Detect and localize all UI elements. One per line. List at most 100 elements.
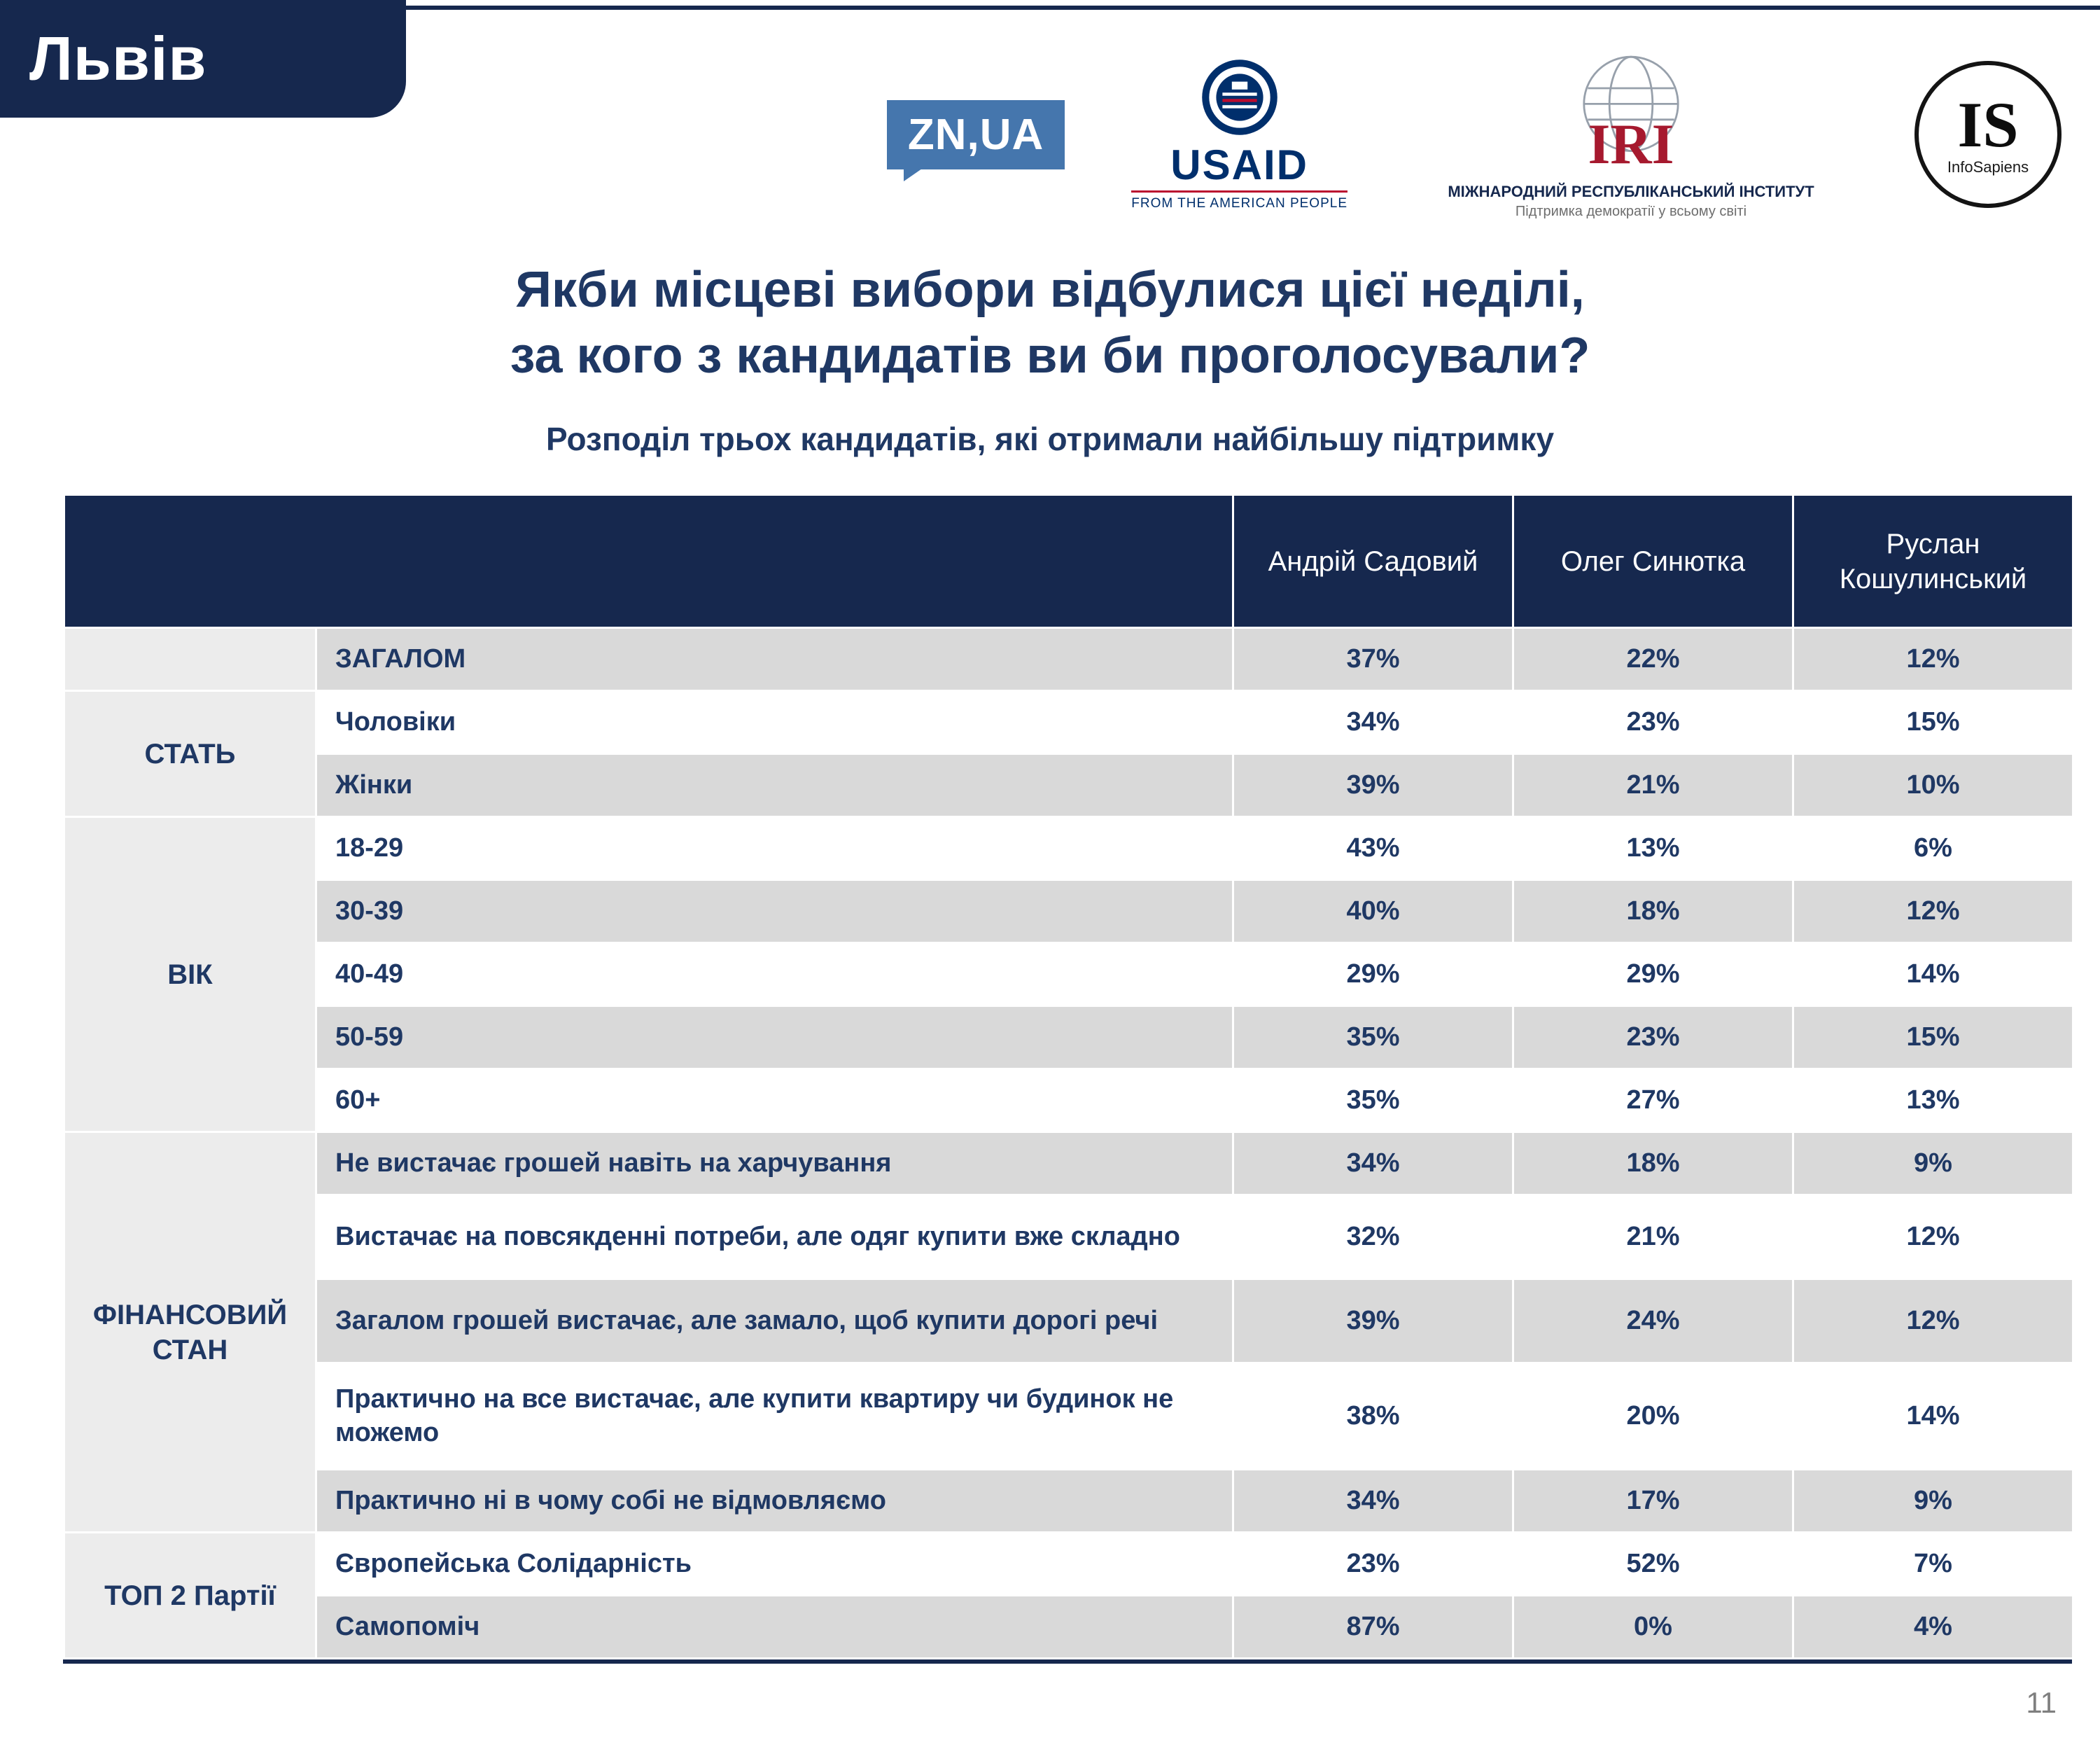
row-label: Не вистачає грошей навіть на харчування [315, 1131, 1234, 1196]
table-row: ФІНАНСОВИЙ СТАН Не вистачає грошей навіт… [63, 1131, 2074, 1533]
cell-value: 18% [1512, 879, 1794, 944]
category-cell-age: ВІК [63, 816, 317, 1133]
table-row: СТАТЬ Чоловіки 34% 23% 15% [63, 690, 2074, 818]
cell-value: 23% [1232, 1531, 1514, 1596]
cell-value: 40% [1232, 879, 1514, 944]
top-divider-line [0, 6, 2100, 10]
row-label: 60+ [315, 1068, 1234, 1133]
cell-value: 21% [1512, 753, 1794, 818]
usaid-tagline: FROM THE AMERICAN PEOPLE [1131, 190, 1348, 211]
slide-title-line2: за кого з кандидатів ви би проголосували… [510, 327, 1590, 384]
cell-value: 29% [1512, 942, 1794, 1007]
iri-logo-text: IRI [1588, 112, 1674, 176]
cell-value: 0% [1512, 1594, 1794, 1659]
table-row: ЗАГАЛОМ 37% 22% 12% [63, 627, 2074, 692]
row-label: 40-49 [315, 942, 1234, 1007]
row-label: Чоловіки [315, 690, 1234, 755]
row-label: 50-59 [315, 1005, 1234, 1070]
table-row: Загалом грошей вистачає, але замало, щоб… [64, 1278, 2074, 1364]
cell-value: 9% [1792, 1468, 2074, 1533]
usaid-logo-text: USAID [1170, 141, 1308, 188]
table-row: Вистачає на повсякденні потреби, але одя… [64, 1194, 2074, 1280]
cell-value: 39% [1232, 753, 1514, 818]
cell-value: 23% [1512, 690, 1794, 755]
cell-value: 87% [1232, 1594, 1514, 1659]
cell-value: 14% [1792, 942, 2074, 1007]
table-row: 40-49 29% 29% 14% [64, 942, 2074, 1007]
results-table: Андрій Садовий Олег Синютка Руслан Кошул… [63, 494, 2074, 1659]
region-label: Львів [29, 24, 207, 93]
table-row: 60+ 35% 27% 13% [64, 1068, 2074, 1133]
cell-value: 43% [1232, 816, 1514, 881]
globe-icon [1572, 49, 1690, 170]
iri-logo: IRI МІЖНАРОДНИЙ РЕСПУБЛІКАНСЬКИЙ ІНСТИТУ… [1414, 49, 1848, 220]
cell-value: 34% [1232, 1468, 1514, 1533]
table-row: Практично ні в чому собі не відмовляємо … [64, 1468, 2074, 1533]
table-corner-cell [63, 494, 1234, 629]
category-cell-empty [63, 627, 317, 692]
row-label: Загалом грошей вистачає, але замало, щоб… [315, 1278, 1234, 1364]
row-label: 30-39 [315, 879, 1234, 944]
cell-value: 12% [1792, 1278, 2074, 1364]
table-row: 30-39 40% 18% 12% [64, 879, 2074, 944]
iri-name-line: МІЖНАРОДНИЙ РЕСПУБЛІКАНСЬКИЙ ІНСТИТУТ [1448, 183, 1814, 200]
column-header-koshulynskyi: Руслан Кошулинський [1792, 494, 2074, 629]
cell-value: 38% [1232, 1362, 1514, 1470]
row-label: 18-29 [315, 816, 1234, 881]
category-cell-gender: СТАТЬ [63, 690, 317, 818]
cell-value: 12% [1792, 1194, 2074, 1280]
cell-value: 39% [1232, 1278, 1514, 1364]
iri-tagline: Підтримка демократії у всьому світі [1515, 204, 1747, 219]
cell-value: 18% [1512, 1131, 1794, 1196]
row-label: Жінки [315, 753, 1234, 818]
column-header-synyutka: Олег Синютка [1512, 494, 1794, 629]
category-cell-financial: ФІНАНСОВИЙ СТАН [63, 1131, 317, 1533]
slide-title: Якби місцеві вибори відбулися цієї неділ… [0, 258, 2100, 389]
znua-logo-text: ZN,UA [907, 110, 1044, 159]
category-cell-parties: ТОП 2 Партії [63, 1531, 317, 1659]
infosapiens-name: InfoSapiens [1947, 158, 2029, 176]
cell-value: 10% [1792, 753, 2074, 818]
cell-value: 12% [1792, 879, 2074, 944]
row-label: Вистачає на повсякденні потреби, але одя… [315, 1194, 1234, 1280]
table-row: ТОП 2 Партії Європейська Солідарність 23… [63, 1531, 2074, 1659]
infosapiens-abbr: IS [1957, 89, 2019, 160]
znua-logo: ZN,UA [886, 99, 1065, 181]
cell-value: 35% [1232, 1068, 1514, 1133]
results-table-zone: Андрій Садовий Олег Синютка Руслан Кошул… [63, 494, 2074, 1664]
cell-value: 52% [1512, 1531, 1794, 1596]
table-row: ВІК 18-29 43% 13% 6% [63, 816, 2074, 1133]
usaid-seal-icon [1200, 58, 1279, 140]
cell-value: 13% [1792, 1068, 2074, 1133]
usaid-logo: USAID FROM THE AMERICAN PEOPLE [1131, 58, 1348, 211]
cell-value: 13% [1512, 816, 1794, 881]
region-badge: Львів [0, 0, 406, 118]
cell-value: 9% [1792, 1131, 2074, 1196]
cell-value: 15% [1792, 690, 2074, 755]
table-row: Жінки 39% 21% 10% [64, 753, 2074, 818]
cell-value: 15% [1792, 1005, 2074, 1070]
row-label: ЗАГАЛОМ [315, 627, 1234, 692]
cell-value: 20% [1512, 1362, 1794, 1470]
table-header-row: Андрій Садовий Олег Синютка Руслан Кошул… [63, 494, 2074, 629]
cell-value: 32% [1232, 1194, 1514, 1280]
cell-value: 23% [1512, 1005, 1794, 1070]
row-label: Європейська Солідарність [315, 1531, 1234, 1596]
slide-subtitle: Розподіл трьох кандидатів, які отримали … [545, 421, 1555, 457]
column-header-sadovyi: Андрій Садовий [1232, 494, 1514, 629]
cell-value: 34% [1232, 690, 1514, 755]
cell-value: 27% [1512, 1068, 1794, 1133]
cell-value: 29% [1232, 942, 1514, 1007]
cell-value: 37% [1232, 627, 1514, 692]
cell-value: 24% [1512, 1278, 1794, 1364]
cell-value: 17% [1512, 1468, 1794, 1533]
table-row: Практично на все вистачає, але купити кв… [64, 1362, 2074, 1470]
cell-value: 6% [1792, 816, 2074, 881]
logo-row: ZN,UA USAID FROM THE AMERICAN PEOPLE [886, 49, 2062, 220]
cell-value: 21% [1512, 1194, 1794, 1280]
cell-value: 22% [1512, 627, 1794, 692]
table-row: 50-59 35% 23% 15% [64, 1005, 2074, 1070]
cell-value: 12% [1792, 627, 2074, 692]
row-label: Практично ні в чому собі не відмовляємо [315, 1468, 1234, 1533]
